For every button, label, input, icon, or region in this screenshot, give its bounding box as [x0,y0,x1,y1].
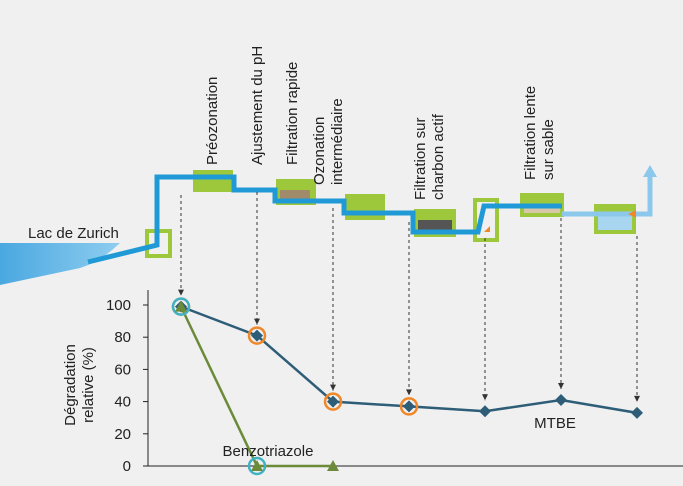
connector-arrow [558,382,564,389]
point [175,300,187,312]
highlight-circle [247,326,267,345]
y-axis-label-line: Dégradation [62,344,79,426]
y-tick-label: 20 [114,426,131,443]
highlight-circle [171,297,191,316]
stage-label: Filtration rapide [284,62,301,165]
point [327,460,339,471]
y-tick-label: 40 [114,394,131,411]
stage-label-line: charbon actif [430,113,447,200]
connector-arrow [406,389,412,396]
stage-label: Ozonationintermédiaire [311,98,346,185]
stage-label: Filtration lentesur sable [522,86,557,180]
highlight-circle [247,456,267,476]
stage-label-line: Ozonation [311,117,328,185]
arrow-out [643,165,657,177]
connector-arrow [482,394,488,401]
reservoir [598,214,632,230]
point [403,400,415,413]
point [555,393,567,406]
stage-label: Ajustement du pH [249,46,266,165]
pipe-out [562,175,653,217]
stage-label-line: Filtration lente [522,86,539,180]
series-label: MTBE [534,415,576,432]
y-axis-label: Dégradationrelative (%) [62,344,97,426]
y-tick-label: 0 [123,458,131,475]
filter-media [418,220,452,230]
connector-arrow [254,318,260,325]
point [631,406,643,419]
highlight-circle [323,392,343,411]
marker [484,226,490,232]
filter-media [524,205,560,213]
y-axis-label-line: relative (%) [80,347,97,423]
y-tick-label: 100 [106,297,131,314]
pipe [87,174,562,265]
highlight-circle [399,397,419,416]
stage-box [345,194,385,220]
series-label: Benzotriazole [223,443,314,460]
stage-label: Préozonation [204,77,221,165]
filter-media [280,190,310,200]
connector-arrow [330,384,336,391]
point [251,460,263,471]
stage-box [473,198,499,242]
stage-label-line: Filtration rapide [284,62,301,165]
stage-label-line: Filtration sur [412,117,429,200]
process-diagram [0,165,657,285]
point [251,329,263,342]
connector-arrow [634,395,640,402]
stage-label-line: Ajustement du pH [249,46,266,165]
y-tick-label: 60 [114,361,131,378]
marker [628,210,636,218]
stage-label-line: intermédiaire [329,98,346,185]
connector-arrow [178,289,184,296]
stage-label-line: Préozonation [204,77,221,165]
point [479,405,491,418]
source-label: Lac de Zurich [28,225,119,242]
stage-box [193,170,233,192]
lake [0,243,120,285]
point [327,395,339,408]
stage-label: Filtration surcharbon actif [412,113,447,200]
stage-label-line: sur sable [540,119,557,180]
y-tick-label: 80 [114,329,131,346]
